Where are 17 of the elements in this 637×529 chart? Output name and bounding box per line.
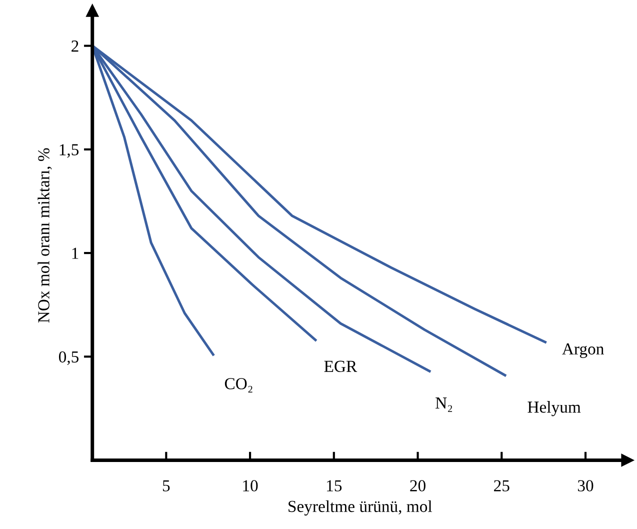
y-tick-label: 1,5 (60, 144, 79, 158)
x-tick-label: 15 (327, 480, 342, 492)
series-label: EGR (324, 360, 358, 372)
series-label: Argon (562, 343, 604, 358)
y-tick-label: 0,5 (58, 351, 79, 365)
series-label: CO₂ (224, 378, 252, 393)
y-tick-label: 1 (72, 248, 78, 259)
x-tick-label: 30 (578, 480, 594, 492)
x-tick-label: 25 (494, 480, 510, 492)
x-axis-title: Seyreltme ürünü, mol (288, 500, 432, 516)
x-tick-label: 5 (162, 480, 170, 492)
x-tick-label: 20 (410, 480, 426, 492)
y-tick-label: 2 (72, 40, 78, 52)
x-tick-label: 10 (243, 480, 258, 492)
text: Helyum (528, 401, 581, 416)
series-label: N₂ (436, 398, 452, 412)
y-axis-title: NOx mol oranı miktarı, % (38, 148, 52, 323)
